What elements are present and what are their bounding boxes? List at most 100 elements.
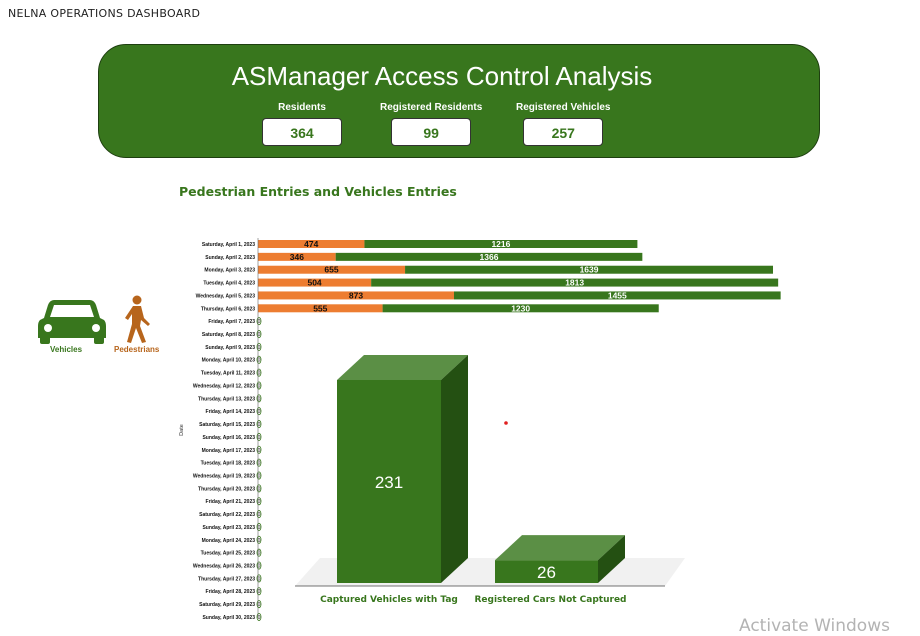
vehicle-bar	[453, 291, 781, 300]
pedestrian-value-label: 504	[307, 278, 321, 288]
pedestrian-value-label: 655	[324, 265, 338, 275]
zero-value-label: 0	[258, 461, 261, 467]
y-axis-label: Date	[179, 424, 185, 436]
date-tick-label: Sunday, April 9, 2023	[205, 345, 255, 351]
app-title: NELNA OPERATIONS DASHBOARD	[8, 7, 201, 20]
column-category-label: Captured Vehicles with Tag	[320, 595, 458, 605]
date-tick-label: Wednesday, April 26, 2023	[193, 564, 255, 570]
column-top	[495, 535, 625, 561]
zero-value-label: 0	[258, 525, 261, 531]
kpi-residents: Residents 364	[262, 102, 342, 146]
date-tick-label: Tuesday, April 11, 2023	[201, 371, 255, 377]
date-tick-label: Sunday, April 30, 2023	[202, 615, 255, 621]
vehicle-bar	[405, 265, 774, 274]
pedestrian-bar	[258, 304, 383, 313]
date-tick-label: Wednesday, April 12, 2023	[193, 383, 255, 389]
zero-value-label: 0	[258, 602, 261, 608]
date-tick-label: Thursday, April 20, 2023	[198, 486, 255, 492]
column-category-label: Registered Cars Not Captured	[474, 595, 626, 605]
vehicle-bar	[364, 240, 638, 248]
banner-title: ASManager Access Control Analysis	[231, 61, 653, 91]
column-front	[337, 380, 441, 583]
zero-value-label: 0	[258, 499, 261, 505]
column-top	[337, 355, 468, 380]
kpi-value: 257	[523, 118, 604, 146]
vehicle-value-label: 1639	[580, 265, 599, 275]
pedestrian-bar	[258, 252, 336, 261]
date-tick-label: Tuesday, April 4, 2023	[203, 281, 255, 287]
zero-value-label: 0	[258, 589, 261, 595]
zero-value-label: 0	[258, 512, 261, 518]
date-tick-label: Thursday, April 13, 2023	[198, 396, 255, 402]
kpi-value: 364	[262, 118, 342, 146]
zero-value-label: 0	[258, 576, 261, 582]
zero-value-label: 0	[258, 319, 261, 325]
vehicle-bar	[335, 252, 643, 261]
date-tick-label: Tuesday, April 25, 2023	[201, 551, 256, 557]
zero-value-label: 0	[258, 615, 261, 621]
date-tick-label: Saturday, April 15, 2023	[199, 422, 255, 428]
zero-value-label: 0	[258, 448, 261, 454]
pedestrian-value-label: 346	[290, 252, 304, 262]
vehicle-value-label: 1366	[480, 252, 499, 262]
zero-value-label: 0	[258, 473, 261, 479]
date-tick-label: Monday, April 24, 2023	[202, 538, 256, 544]
zero-value-label: 0	[258, 409, 261, 415]
date-tick-label: Monday, April 10, 2023	[202, 358, 256, 364]
kpi-label: Registered Residents	[380, 102, 483, 113]
zero-value-label: 0	[258, 564, 261, 570]
date-tick-label: Monday, April 3, 2023	[204, 268, 255, 274]
zero-value-label: 0	[258, 358, 261, 364]
zero-value-label: 0	[258, 371, 261, 377]
activate-windows-watermark: Activate Windows	[739, 616, 890, 636]
kpi-registered-vehicles: Registered Vehicles 257	[516, 102, 611, 146]
date-tick-label: Thursday, April 6, 2023	[201, 306, 255, 312]
column-value-label: 231	[375, 473, 403, 492]
date-tick-label: Sunday, April 16, 2023	[202, 435, 255, 441]
date-tick-label: Friday, April 28, 2023	[206, 589, 256, 595]
date-tick-label: Friday, April 7, 2023	[208, 319, 255, 325]
kpi-registered-residents: Registered Residents 99	[380, 102, 482, 146]
vehicle-value-label: 1230	[511, 303, 530, 313]
kpi-label: Residents	[278, 102, 326, 113]
date-tick-label: Monday, April 17, 2023	[202, 448, 256, 454]
legend-vehicles-label: Vehicles	[50, 345, 83, 354]
column-value-label: 26	[537, 563, 556, 582]
vehicle-value-label: 1455	[608, 290, 627, 300]
pedestrian-bar	[258, 291, 454, 300]
date-tick-label: Saturday, April 22, 2023	[199, 512, 255, 518]
pedestrian-value-label: 555	[313, 303, 327, 313]
zero-value-label: 0	[258, 551, 261, 557]
kpi-value: 99	[391, 118, 472, 146]
kpi-label: Registered Vehicles	[516, 102, 611, 113]
pedestrian-bar	[258, 265, 406, 274]
vehicle-value-label: 1813	[565, 278, 584, 288]
date-tick-label: Wednesday, April 5, 2023	[196, 293, 256, 299]
zero-value-label: 0	[258, 422, 261, 428]
red-dot-marker	[504, 421, 508, 425]
date-tick-label: Wednesday, April 19, 2023	[193, 473, 255, 479]
date-tick-label: Friday, April 21, 2023	[206, 499, 256, 505]
zero-value-label: 0	[258, 383, 261, 389]
column-side	[441, 355, 468, 583]
zero-value-label: 0	[258, 332, 261, 338]
zero-value-label: 0	[258, 435, 261, 441]
zero-value-label: 0	[258, 538, 261, 544]
date-tick-label: Saturday, April 29, 2023	[199, 602, 255, 608]
legend-pedestrians-label: Pedestrians	[114, 345, 160, 354]
zero-value-label: 0	[258, 396, 261, 402]
pedestrian-bar	[258, 240, 365, 248]
section-title: Pedestrian Entries and Vehicles Entries	[179, 184, 457, 199]
date-tick-label: Friday, April 14, 2023	[206, 409, 256, 415]
zero-value-label: 0	[258, 345, 261, 351]
column-side	[598, 535, 625, 583]
vehicle-bar	[382, 304, 659, 313]
column-front	[495, 560, 598, 583]
pedestrian-bar	[258, 278, 372, 287]
date-tick-label: Tuesday, April 18, 2023	[201, 461, 256, 467]
date-tick-label: Sunday, April 2, 2023	[205, 255, 255, 261]
header-banner: ASManager Access Control Analysis Reside…	[98, 44, 820, 158]
pedestrian-value-label: 873	[349, 290, 363, 300]
zero-value-label: 0	[258, 486, 261, 492]
